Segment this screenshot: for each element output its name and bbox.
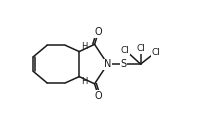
Text: H: H (81, 77, 87, 86)
Text: Cl: Cl (121, 46, 130, 55)
Text: Cl: Cl (151, 48, 160, 56)
Text: S: S (121, 59, 127, 69)
Text: Cl: Cl (136, 44, 145, 53)
Text: N: N (104, 59, 111, 69)
Text: O: O (95, 27, 102, 37)
Text: H: H (81, 42, 87, 51)
Text: O: O (95, 91, 102, 101)
